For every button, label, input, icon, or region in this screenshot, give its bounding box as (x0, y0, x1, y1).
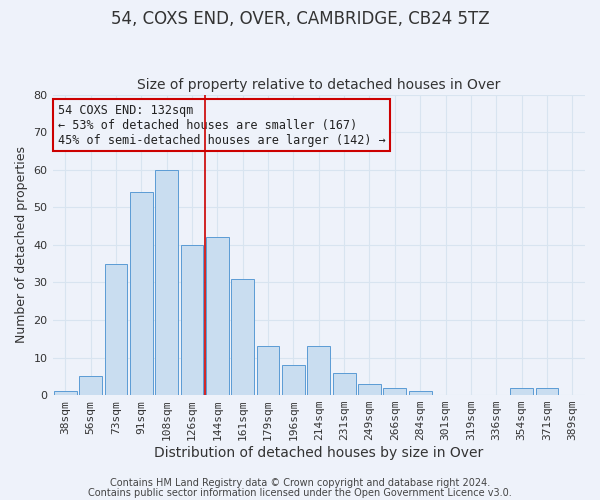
Bar (206, 238, 229, 395)
Title: Size of property relative to detached houses in Over: Size of property relative to detached ho… (137, 78, 500, 92)
Bar (358, 384, 381, 395)
Bar (307, 346, 330, 395)
Bar (510, 388, 533, 395)
Bar (333, 372, 356, 395)
Bar (181, 245, 203, 395)
Text: 54, COXS END, OVER, CAMBRIDGE, CB24 5TZ: 54, COXS END, OVER, CAMBRIDGE, CB24 5TZ (110, 10, 490, 28)
Text: Contains public sector information licensed under the Open Government Licence v3: Contains public sector information licen… (88, 488, 512, 498)
Bar (79, 376, 102, 395)
Bar (130, 192, 152, 395)
Bar (536, 388, 559, 395)
Bar (383, 388, 406, 395)
Text: Contains HM Land Registry data © Crown copyright and database right 2024.: Contains HM Land Registry data © Crown c… (110, 478, 490, 488)
Bar (282, 365, 305, 395)
Bar (231, 278, 254, 395)
X-axis label: Distribution of detached houses by size in Over: Distribution of detached houses by size … (154, 446, 484, 460)
Bar (257, 346, 280, 395)
Bar (155, 170, 178, 395)
Bar (54, 392, 77, 395)
Bar (104, 264, 127, 395)
Bar (409, 392, 431, 395)
Text: 54 COXS END: 132sqm
← 53% of detached houses are smaller (167)
45% of semi-detac: 54 COXS END: 132sqm ← 53% of detached ho… (58, 104, 386, 146)
Y-axis label: Number of detached properties: Number of detached properties (15, 146, 28, 344)
